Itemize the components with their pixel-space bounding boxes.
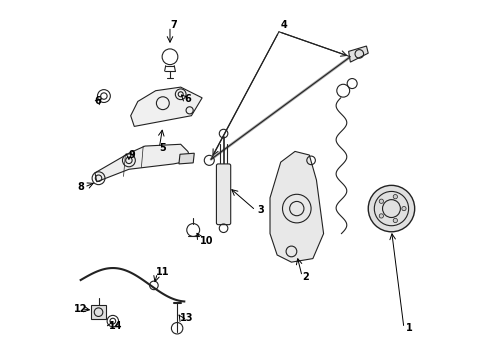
Text: 6: 6 [94,96,101,107]
Text: 7: 7 [170,19,177,30]
Text: 10: 10 [200,236,214,246]
Text: 5: 5 [159,143,166,153]
Circle shape [379,214,384,218]
Text: 3: 3 [258,205,264,215]
Text: 12: 12 [74,303,87,314]
Circle shape [368,185,415,232]
Polygon shape [348,46,368,62]
Circle shape [393,194,397,199]
Text: 1: 1 [406,323,413,333]
Text: 8: 8 [77,182,84,192]
Polygon shape [270,152,323,262]
Circle shape [402,206,406,211]
Text: 9: 9 [129,150,136,160]
Text: 13: 13 [180,313,194,323]
Polygon shape [131,87,202,126]
Text: 6: 6 [184,94,191,104]
Text: 4: 4 [281,19,288,30]
Circle shape [393,218,397,222]
Text: 14: 14 [109,321,122,332]
Text: 2: 2 [302,272,309,282]
Polygon shape [92,305,106,319]
Text: 11: 11 [156,267,169,277]
Circle shape [379,199,384,203]
FancyBboxPatch shape [217,164,231,225]
Polygon shape [95,144,192,182]
Polygon shape [179,153,194,164]
